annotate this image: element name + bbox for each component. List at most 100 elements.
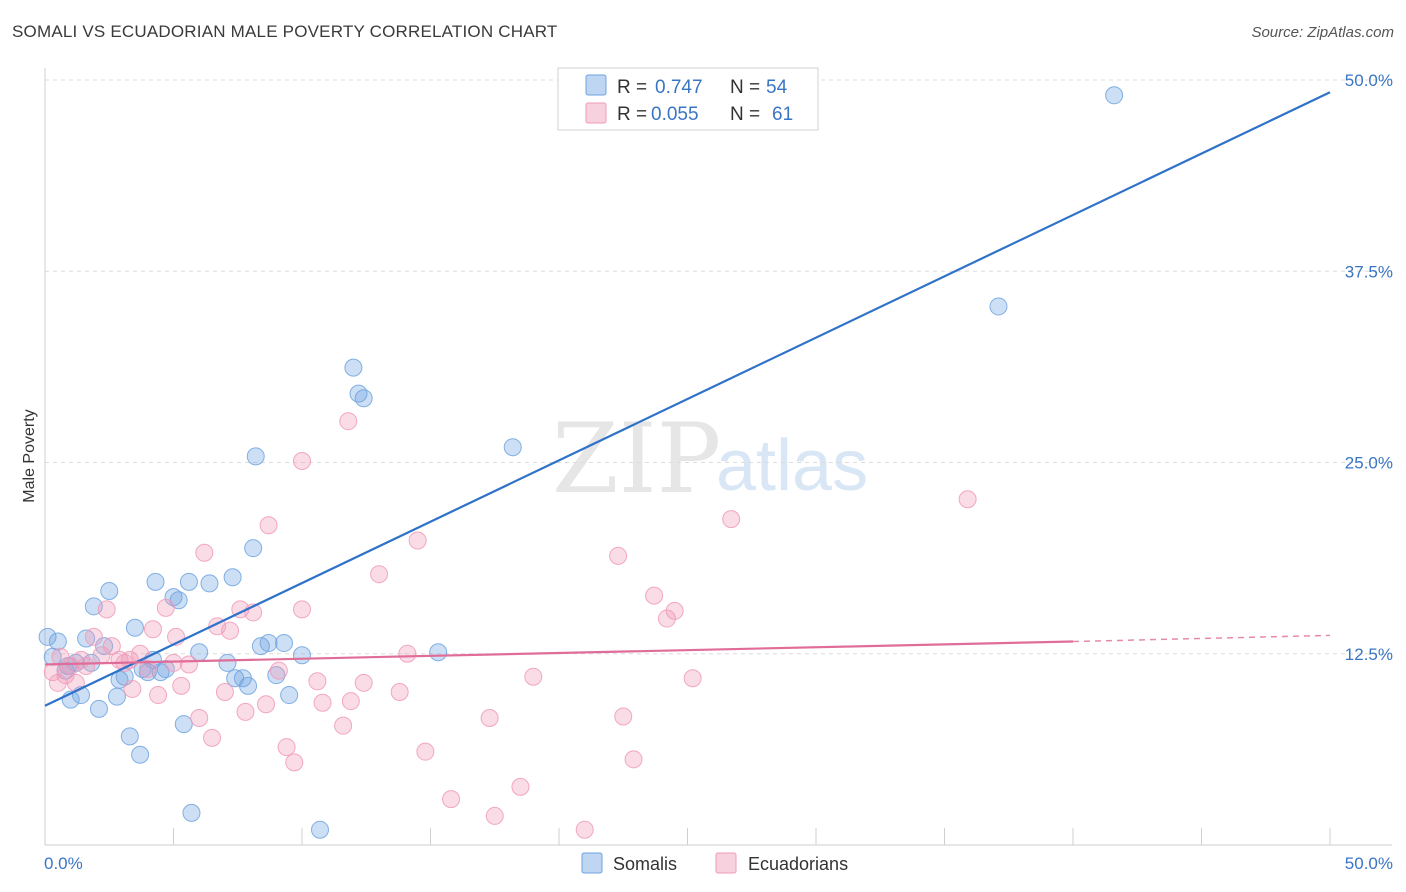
point-ecuadorians-45 (341, 692, 360, 711)
point-ecuadorians-46 (354, 673, 373, 692)
point-somalis-41 (259, 634, 278, 653)
point-ecuadorians-1 (48, 673, 67, 692)
point-ecuadorians-55 (511, 777, 530, 796)
legend-n-value-somalis: 54 (766, 77, 788, 98)
point-ecuadorians-36 (269, 661, 288, 680)
trend-line-somalis (44, 91, 1331, 707)
point-ecuadorians-4 (61, 656, 80, 675)
point-ecuadorians-3 (56, 666, 75, 685)
point-somalis-28 (174, 715, 193, 734)
point-somalis-30 (182, 803, 201, 822)
point-somalis-32 (200, 574, 219, 593)
y-tick-label-0: 12.5% (1345, 645, 1393, 664)
point-ecuadorians-24 (179, 655, 198, 674)
point-somalis-13 (100, 582, 119, 601)
point-ecuadorians-38 (285, 753, 304, 772)
point-ecuadorians-49 (398, 644, 417, 663)
y-axis-label: Male Poverty (21, 409, 38, 502)
point-ecuadorians-30 (221, 621, 240, 640)
trend-line-ecuadorians (44, 640, 1074, 666)
point-somalis-43 (275, 634, 294, 653)
y-tick-label-2: 37.5% (1345, 262, 1393, 281)
point-somalis-38 (244, 539, 263, 558)
point-ecuadorians-25 (190, 709, 209, 728)
point-ecuadorians-21 (164, 653, 183, 672)
point-ecuadorians-43 (334, 716, 353, 735)
point-somalis-23 (146, 572, 165, 591)
point-ecuadorians-54 (485, 806, 504, 825)
point-somalis-51 (503, 438, 522, 457)
point-somalis-39 (246, 447, 265, 466)
point-ecuadorians-12 (110, 650, 129, 669)
point-somalis-11 (89, 699, 108, 718)
point-ecuadorians-35 (259, 516, 278, 535)
point-ecuadorians-40 (293, 451, 311, 470)
point-somalis-2 (48, 632, 67, 651)
legend-top: R = 0.747 N = 54 R = 0.055 N = 61 (557, 67, 819, 131)
point-somalis-17 (120, 727, 139, 746)
point-somalis-52 (989, 297, 1008, 316)
point-ecuadorians-60 (624, 750, 643, 769)
legend-n-value-ecuadorians: 61 (772, 104, 793, 125)
point-somalis-29 (179, 572, 198, 591)
legend-swatch-somalis (585, 74, 607, 96)
point-ecuadorians-15 (123, 679, 142, 698)
point-ecuadorians-41 (308, 672, 327, 691)
watermark-atlas: atlas (716, 426, 868, 506)
point-ecuadorians-62 (657, 609, 676, 628)
point-ecuadorians-37 (277, 738, 296, 757)
bottom-legend-swatch-somalis (581, 852, 603, 874)
legend-bottom: Somalis Ecuadorians (581, 852, 848, 874)
trend-line-dashed-ecuadorians (1072, 634, 1331, 643)
point-somalis-14 (107, 687, 126, 706)
point-ecuadorians-39 (293, 600, 311, 619)
point-ecuadorians-10 (97, 600, 116, 619)
point-ecuadorians-32 (236, 702, 255, 721)
grid (45, 79, 1392, 655)
legend-r-label-somalis: R = (617, 77, 647, 98)
point-ecuadorians-27 (203, 728, 222, 747)
point-ecuadorians-11 (102, 637, 121, 656)
point-ecuadorians-56 (524, 667, 543, 686)
axes (44, 68, 1392, 846)
point-ecuadorians-2 (51, 647, 70, 666)
chart-title: SOMALI VS ECUADORIAN MALE POVERTY CORREL… (12, 22, 558, 41)
point-somalis-26 (164, 588, 183, 607)
y-tick-labels: 12.5% 25.0% 37.5% 50.0% (1345, 71, 1393, 664)
point-somalis-0 (38, 627, 57, 646)
watermark-zip: ZIP (552, 403, 721, 515)
point-somalis-50 (429, 643, 448, 662)
point-ecuadorians-44 (339, 412, 358, 431)
point-ecuadorians-20 (156, 598, 175, 617)
bottom-legend-label-ecuadorians: Ecuadorians (748, 854, 848, 874)
point-somalis-37 (239, 676, 258, 695)
point-ecuadorians-48 (390, 683, 409, 701)
point-somalis-18 (125, 618, 144, 637)
source-label: Source: ZipAtlas.com (1251, 24, 1394, 41)
point-somalis-44 (280, 686, 299, 705)
legend-n-label-somalis: N = (730, 77, 760, 98)
point-somalis-20 (133, 660, 152, 679)
x-tick-label-0: 0.0% (44, 854, 83, 873)
point-ecuadorians-26 (195, 543, 214, 562)
point-ecuadorians-19 (149, 686, 168, 705)
point-ecuadorians-58 (609, 546, 628, 565)
point-ecuadorians-8 (84, 627, 103, 646)
point-somalis-33 (218, 653, 237, 672)
point-ecuadorians-65 (722, 510, 741, 529)
point-ecuadorians-17 (138, 660, 157, 679)
point-somalis-46 (310, 820, 329, 839)
point-somalis-53 (1105, 86, 1124, 105)
point-ecuadorians-23 (172, 676, 191, 695)
legend-r-label-ecuadorians: R = (617, 104, 647, 125)
point-ecuadorians-50 (408, 531, 427, 550)
x-tick-label-1: 50.0% (1345, 854, 1393, 873)
y-tick-label-1: 25.0% (1345, 454, 1393, 473)
point-ecuadorians-7 (77, 656, 96, 675)
point-ecuadorians-18 (143, 620, 162, 639)
bottom-legend-swatch-ecuadorians (715, 852, 737, 874)
legend-n-label-ecuadorians: N = (730, 104, 760, 125)
trend-lines (44, 91, 1331, 707)
bottom-legend-label-somalis: Somalis (613, 854, 677, 874)
